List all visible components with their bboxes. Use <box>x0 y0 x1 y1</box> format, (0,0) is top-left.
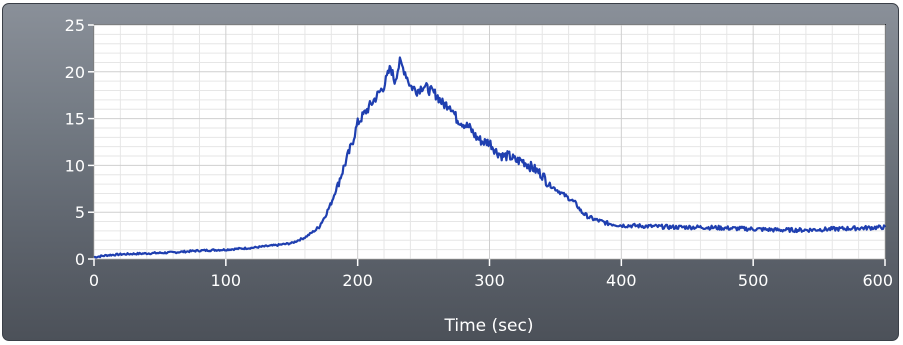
series-layer <box>93 56 886 259</box>
x-tick-label: 300 <box>474 271 505 290</box>
y-tick-label: 10 <box>65 156 85 175</box>
y-tick-label: 15 <box>65 110 85 129</box>
y-tick-label: 0 <box>75 250 85 269</box>
series-line <box>93 56 886 259</box>
x-tick-label: 100 <box>211 271 242 290</box>
y-tick-label: 25 <box>65 16 85 35</box>
x-tick-label: 0 <box>89 271 99 290</box>
x-tick-label: 400 <box>606 271 637 290</box>
x-tick-label: 600 <box>862 271 893 290</box>
y-tick-label: 5 <box>75 203 85 222</box>
x-tick-label: 200 <box>342 271 373 290</box>
axis-layer: 0 5 10 15 20 25 0 100 200 300 400 500 600 <box>65 16 893 290</box>
x-axis-title: Time (sec) <box>444 316 534 336</box>
x-tick-label: 500 <box>738 271 769 290</box>
y-tick-label: 20 <box>65 63 85 82</box>
